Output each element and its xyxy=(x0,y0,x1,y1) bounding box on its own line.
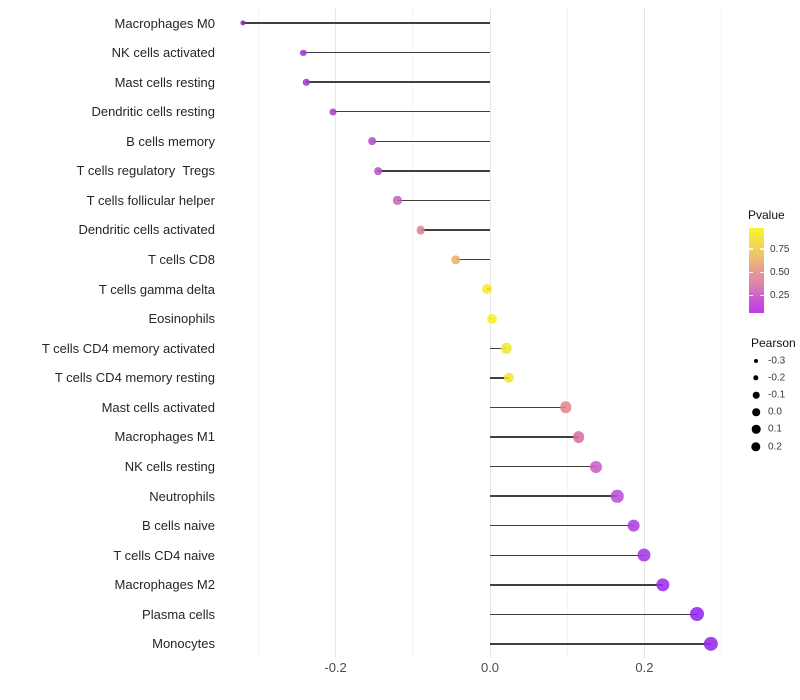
gridline-major xyxy=(643,8,645,658)
lollipop-dot xyxy=(481,284,492,295)
pearson-legend-label: 0.2 xyxy=(768,441,782,452)
pearson-legend-label: -0.1 xyxy=(768,389,786,401)
pearson-legend-dot xyxy=(753,375,759,381)
lollipop-dot xyxy=(393,196,402,205)
pvalue-tick-mark xyxy=(749,248,753,250)
x-tick-label: 0.0 xyxy=(480,660,500,675)
lollipop-stick xyxy=(490,465,596,468)
pvalue-tick-label: 0.75 xyxy=(770,243,790,255)
lollipop-stick xyxy=(371,140,490,143)
lollipop-stick xyxy=(420,229,490,231)
lollipop-dot xyxy=(572,431,585,443)
lollipop-stick xyxy=(456,258,490,261)
y-axis-label: T cells CD4 naive xyxy=(113,547,215,563)
lollipop-dot xyxy=(416,225,425,235)
pvalue-tick-mark xyxy=(760,294,764,297)
gridline-major xyxy=(335,8,337,658)
lollipop-dot xyxy=(637,548,651,562)
lollipop-dot xyxy=(299,49,307,56)
y-axis-label: T cells follicular helper xyxy=(86,192,215,208)
lollipop-stick xyxy=(490,613,697,616)
y-axis-label: Eosinophils xyxy=(148,311,216,327)
lollipop-dot xyxy=(486,313,497,324)
pearson-legend-label: 0.0 xyxy=(768,406,782,418)
lollipop-stick xyxy=(490,495,618,497)
pearson-legend-label: -0.3 xyxy=(768,355,786,367)
y-axis-label: NK cells resting xyxy=(124,459,215,475)
pvalue-tick-label: 0.25 xyxy=(770,290,790,301)
pvalue-tick-label: 0.50 xyxy=(770,267,790,278)
y-axis-label: T cells CD4 memory resting xyxy=(54,370,215,386)
lollipop-dot xyxy=(589,460,602,473)
x-tick-label: 0.2 xyxy=(635,660,654,675)
lollipop-dot xyxy=(627,519,640,533)
pvalue-tick-mark xyxy=(760,248,764,250)
gridline-minor xyxy=(721,8,723,658)
x-tick-label: -0.2 xyxy=(324,660,347,675)
legend-pearson-title: Pearson xyxy=(751,336,796,350)
lollipop-dot xyxy=(451,254,461,265)
lollipop-stick xyxy=(490,643,711,645)
lollipop-dot xyxy=(611,489,624,503)
pearson-legend-dot xyxy=(751,441,761,452)
pearson-legend-label: -0.2 xyxy=(768,372,786,384)
y-axis-label: Macrophages M1 xyxy=(114,429,215,445)
gridline-minor xyxy=(566,8,568,658)
lollipop-stick xyxy=(490,524,634,527)
lollipop-dot xyxy=(303,78,310,86)
pvalue-tick-mark xyxy=(760,271,764,274)
lollipop-dot xyxy=(559,401,572,414)
y-axis-label: Neutrophils xyxy=(149,488,215,504)
y-axis-label: Dendritic cells resting xyxy=(91,104,215,120)
gridline-minor xyxy=(257,8,259,658)
lollipop-dot xyxy=(703,636,718,652)
lollipop-dot xyxy=(374,166,382,175)
pvalue-gradient-bar xyxy=(749,228,764,313)
y-axis-label: T cells gamma delta xyxy=(98,281,215,297)
y-axis-label: NK cells activated xyxy=(111,45,215,61)
y-axis-label: B cells naive xyxy=(142,518,215,534)
pvalue-tick-mark xyxy=(749,294,753,297)
y-axis-label: Dendritic cells activated xyxy=(78,222,215,238)
pvalue-tick-mark xyxy=(749,271,753,274)
gridline-major xyxy=(489,8,491,658)
pearson-legend-dot xyxy=(751,425,761,434)
lollipop-dot xyxy=(503,372,514,384)
lollipop-dot xyxy=(501,343,512,354)
y-axis-label: T cells regulatory Tregs xyxy=(76,163,215,179)
gridline-minor xyxy=(412,8,414,658)
y-axis-label: Macrophages M0 xyxy=(114,15,215,31)
lollipop-stick xyxy=(303,51,490,54)
pearson-legend-dot xyxy=(752,391,760,399)
lollipop-stick xyxy=(490,377,509,379)
y-axis-label: T cells CD8 xyxy=(148,252,215,268)
lollipop-stick xyxy=(397,199,490,202)
lollipop-stick xyxy=(490,347,507,350)
lollipop-stick xyxy=(306,81,490,83)
lollipop-stick xyxy=(242,22,490,24)
y-axis-label: Macrophages M2 xyxy=(114,577,215,593)
y-axis-label: Monocytes xyxy=(152,636,215,652)
y-axis-label: T cells CD4 memory activated xyxy=(41,340,215,356)
lollipop-stick xyxy=(490,584,663,586)
lollipop-stick xyxy=(378,170,490,172)
lollipop-dot xyxy=(240,20,246,26)
lollipop-dot xyxy=(368,137,376,146)
pearson-legend-dot xyxy=(752,408,760,417)
y-axis-label: Mast cells activated xyxy=(101,399,215,415)
lollipop-stick xyxy=(333,110,490,113)
lollipop-stick xyxy=(490,436,579,438)
y-axis-label: Plasma cells xyxy=(142,606,215,622)
legend-pvalue-title: Pvalue xyxy=(748,208,785,222)
y-axis-label: Mast cells resting xyxy=(114,74,215,90)
lollipop-stick xyxy=(490,554,645,557)
lollipop-dot xyxy=(656,578,670,592)
pearson-legend-label: 0.1 xyxy=(768,423,782,435)
y-axis-label: B cells memory xyxy=(126,133,215,149)
lollipop-dot xyxy=(689,607,704,622)
lollipop-stick xyxy=(490,406,566,409)
pearson-legend-dot xyxy=(754,359,758,363)
lollipop-dot xyxy=(329,108,337,116)
